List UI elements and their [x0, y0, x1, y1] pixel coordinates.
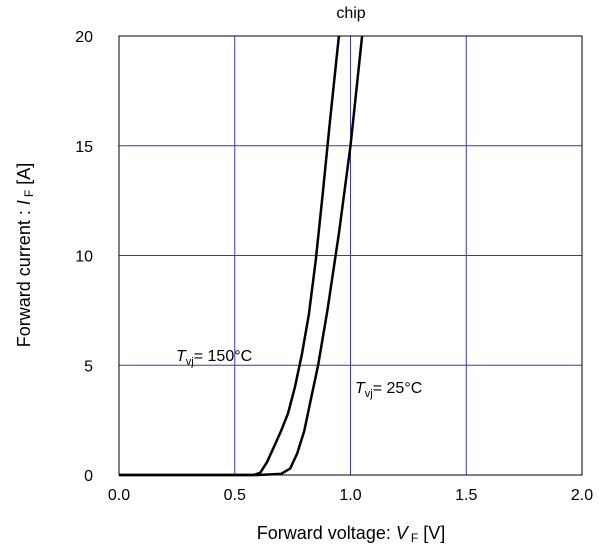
chart-title: chip	[336, 5, 365, 22]
series-label-25c-sub: vj	[365, 388, 373, 400]
grid-lines	[119, 36, 582, 475]
curves	[119, 35, 364, 477]
series-label-25c-symbol: T	[355, 380, 366, 397]
x-tick-labels: 0.0 0.5 1.0 1.5 2.0	[108, 487, 593, 504]
y-tick-label: 15	[75, 139, 93, 156]
curve-150c	[119, 35, 341, 477]
x-axis-label-sub: F	[411, 531, 418, 545]
series-label-150c-symbol: T	[176, 348, 187, 365]
x-tick-label: 2.0	[571, 487, 593, 504]
x-tick-label: 0.5	[224, 487, 246, 504]
x-axis-label-symbol: V	[396, 523, 410, 543]
y-tick-label: 5	[84, 358, 93, 375]
x-tick-label: 1.5	[455, 487, 477, 504]
y-tick-label: 0	[84, 468, 93, 485]
y-axis-label-unit: [A]	[14, 163, 34, 190]
x-axis-label-unit: [V]	[418, 523, 445, 543]
y-tick-labels: 0 5 10 15 20	[75, 29, 93, 485]
y-axis-label-symbol: I	[14, 200, 34, 205]
series-label-150c: Tvj= 150°C	[176, 348, 252, 368]
x-axis-label-prefix: Forward voltage:	[257, 523, 396, 543]
y-axis-label: Forward current : IF [A]	[14, 163, 36, 347]
x-tick-label: 1.0	[339, 487, 361, 504]
curve-25c	[119, 35, 364, 477]
series-label-150c-sub: vj	[186, 356, 194, 368]
x-tick-label: 0.0	[108, 487, 130, 504]
series-label-150c-text: = 150°C	[194, 348, 252, 365]
series-label-25c-text: = 25°C	[373, 380, 423, 397]
y-tick-label: 10	[75, 249, 93, 266]
series-label-25c: Tvj= 25°C	[355, 380, 422, 400]
y-axis-label-prefix: Forward current :	[14, 205, 34, 347]
plot-frame	[118, 35, 583, 476]
y-tick-label: 20	[75, 29, 93, 46]
y-axis-label-sub: F	[22, 190, 36, 197]
